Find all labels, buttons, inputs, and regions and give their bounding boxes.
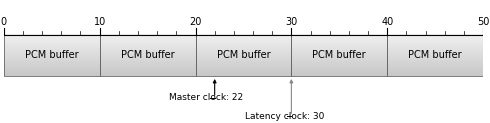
Bar bbox=[4, 35, 99, 76]
Bar bbox=[387, 35, 483, 76]
Text: PCM buffer: PCM buffer bbox=[217, 50, 270, 60]
Bar bbox=[292, 35, 387, 76]
Text: 0: 0 bbox=[0, 17, 7, 27]
Text: 40: 40 bbox=[381, 17, 393, 27]
Text: 50: 50 bbox=[477, 17, 490, 27]
Text: PCM buffer: PCM buffer bbox=[408, 50, 462, 60]
Bar bbox=[196, 35, 292, 76]
Text: 20: 20 bbox=[189, 17, 202, 27]
Text: 10: 10 bbox=[94, 17, 106, 27]
Text: PCM buffer: PCM buffer bbox=[313, 50, 366, 60]
Text: 30: 30 bbox=[285, 17, 297, 27]
Text: PCM buffer: PCM buffer bbox=[25, 50, 78, 60]
Bar bbox=[99, 35, 196, 76]
Text: Latency clock: 30: Latency clock: 30 bbox=[245, 112, 325, 121]
Text: PCM buffer: PCM buffer bbox=[121, 50, 174, 60]
Text: Master clock: 22: Master clock: 22 bbox=[169, 93, 243, 102]
